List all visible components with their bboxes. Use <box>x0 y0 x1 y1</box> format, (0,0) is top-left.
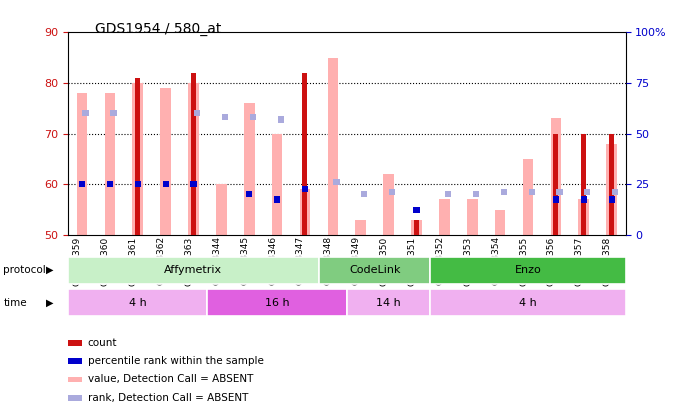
Bar <box>82 110 88 116</box>
Bar <box>356 220 366 235</box>
Bar <box>467 199 477 235</box>
Bar <box>347 289 430 316</box>
Bar <box>612 189 618 195</box>
Text: ▶: ▶ <box>46 298 54 308</box>
Bar <box>389 189 395 195</box>
Bar <box>430 257 626 284</box>
Bar <box>188 83 199 235</box>
Text: CodeLink: CodeLink <box>349 265 401 275</box>
Bar <box>244 103 254 235</box>
Bar <box>553 196 559 202</box>
Bar <box>105 93 115 235</box>
Text: time: time <box>3 298 27 308</box>
Text: 14 h: 14 h <box>376 298 401 308</box>
Bar <box>107 181 113 187</box>
Bar <box>609 196 615 202</box>
Bar <box>554 134 558 235</box>
Bar <box>411 220 422 235</box>
Bar <box>250 114 256 120</box>
Bar <box>277 117 284 122</box>
Bar <box>361 191 367 198</box>
Text: protocol: protocol <box>3 265 46 275</box>
Bar <box>430 289 626 316</box>
Text: rank, Detection Call = ABSENT: rank, Detection Call = ABSENT <box>88 393 248 403</box>
Text: Affymetrix: Affymetrix <box>165 265 222 275</box>
Bar <box>77 93 87 235</box>
Bar <box>445 191 451 198</box>
Bar <box>160 88 171 235</box>
Bar <box>333 179 339 185</box>
Text: Enzo: Enzo <box>515 265 541 275</box>
Text: 16 h: 16 h <box>265 298 290 308</box>
Text: ▶: ▶ <box>46 265 54 275</box>
Bar <box>133 83 143 235</box>
Bar <box>523 159 533 235</box>
Bar <box>135 78 140 235</box>
Bar <box>328 58 338 235</box>
Bar <box>68 340 82 346</box>
Bar <box>68 257 319 284</box>
Bar <box>274 196 280 202</box>
Bar <box>581 134 586 235</box>
Text: 4 h: 4 h <box>129 298 147 308</box>
Bar <box>414 220 419 235</box>
Bar <box>79 181 85 187</box>
Bar <box>191 73 196 235</box>
Bar <box>579 199 589 235</box>
Text: count: count <box>88 338 117 348</box>
Bar <box>551 118 561 235</box>
Bar <box>207 289 347 316</box>
Bar <box>300 189 310 235</box>
Bar <box>135 181 141 187</box>
Bar <box>68 358 82 364</box>
Text: percentile rank within the sample: percentile rank within the sample <box>88 356 263 366</box>
Bar <box>163 181 169 187</box>
Bar <box>384 174 394 235</box>
Bar <box>439 199 449 235</box>
Bar <box>609 134 614 235</box>
Bar <box>110 110 116 116</box>
Bar <box>607 144 617 235</box>
Bar <box>495 210 505 235</box>
Bar <box>68 395 82 401</box>
Text: value, Detection Call = ABSENT: value, Detection Call = ABSENT <box>88 375 253 384</box>
Bar <box>584 189 590 195</box>
Bar <box>216 184 226 235</box>
Bar <box>222 114 228 120</box>
Bar <box>413 207 420 213</box>
Bar <box>556 189 562 195</box>
Bar <box>528 189 534 195</box>
Bar <box>246 191 252 198</box>
Bar <box>581 196 587 202</box>
Bar <box>473 191 479 198</box>
Bar <box>303 73 307 235</box>
Text: GDS1954 / 580_at: GDS1954 / 580_at <box>95 22 222 36</box>
Bar <box>190 181 197 187</box>
Bar <box>68 289 207 316</box>
Bar <box>272 134 282 235</box>
Text: 4 h: 4 h <box>519 298 537 308</box>
Bar <box>500 189 507 195</box>
Bar <box>302 186 308 192</box>
Bar <box>319 257 430 284</box>
Bar <box>68 377 82 382</box>
Bar <box>194 110 200 116</box>
